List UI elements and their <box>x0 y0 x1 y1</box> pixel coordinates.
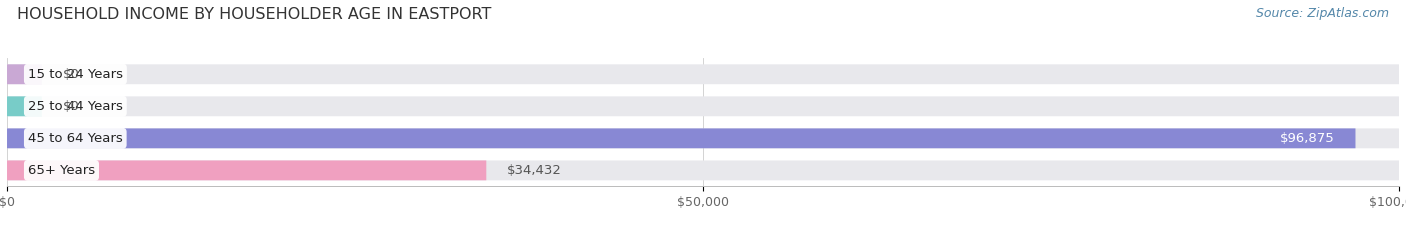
Text: 25 to 44 Years: 25 to 44 Years <box>28 100 122 113</box>
Text: 15 to 24 Years: 15 to 24 Years <box>28 68 122 81</box>
Text: $0: $0 <box>63 100 80 113</box>
Text: $0: $0 <box>63 68 80 81</box>
FancyBboxPatch shape <box>7 161 486 180</box>
FancyBboxPatch shape <box>7 96 1399 116</box>
FancyBboxPatch shape <box>7 64 42 84</box>
FancyBboxPatch shape <box>7 96 42 116</box>
FancyBboxPatch shape <box>7 128 1355 148</box>
Text: 65+ Years: 65+ Years <box>28 164 96 177</box>
FancyBboxPatch shape <box>7 128 1399 148</box>
Text: HOUSEHOLD INCOME BY HOUSEHOLDER AGE IN EASTPORT: HOUSEHOLD INCOME BY HOUSEHOLDER AGE IN E… <box>17 7 491 22</box>
FancyBboxPatch shape <box>7 64 1399 84</box>
FancyBboxPatch shape <box>7 161 1399 180</box>
Text: $34,432: $34,432 <box>508 164 562 177</box>
Text: $96,875: $96,875 <box>1279 132 1334 145</box>
Text: 45 to 64 Years: 45 to 64 Years <box>28 132 122 145</box>
Text: Source: ZipAtlas.com: Source: ZipAtlas.com <box>1256 7 1389 20</box>
